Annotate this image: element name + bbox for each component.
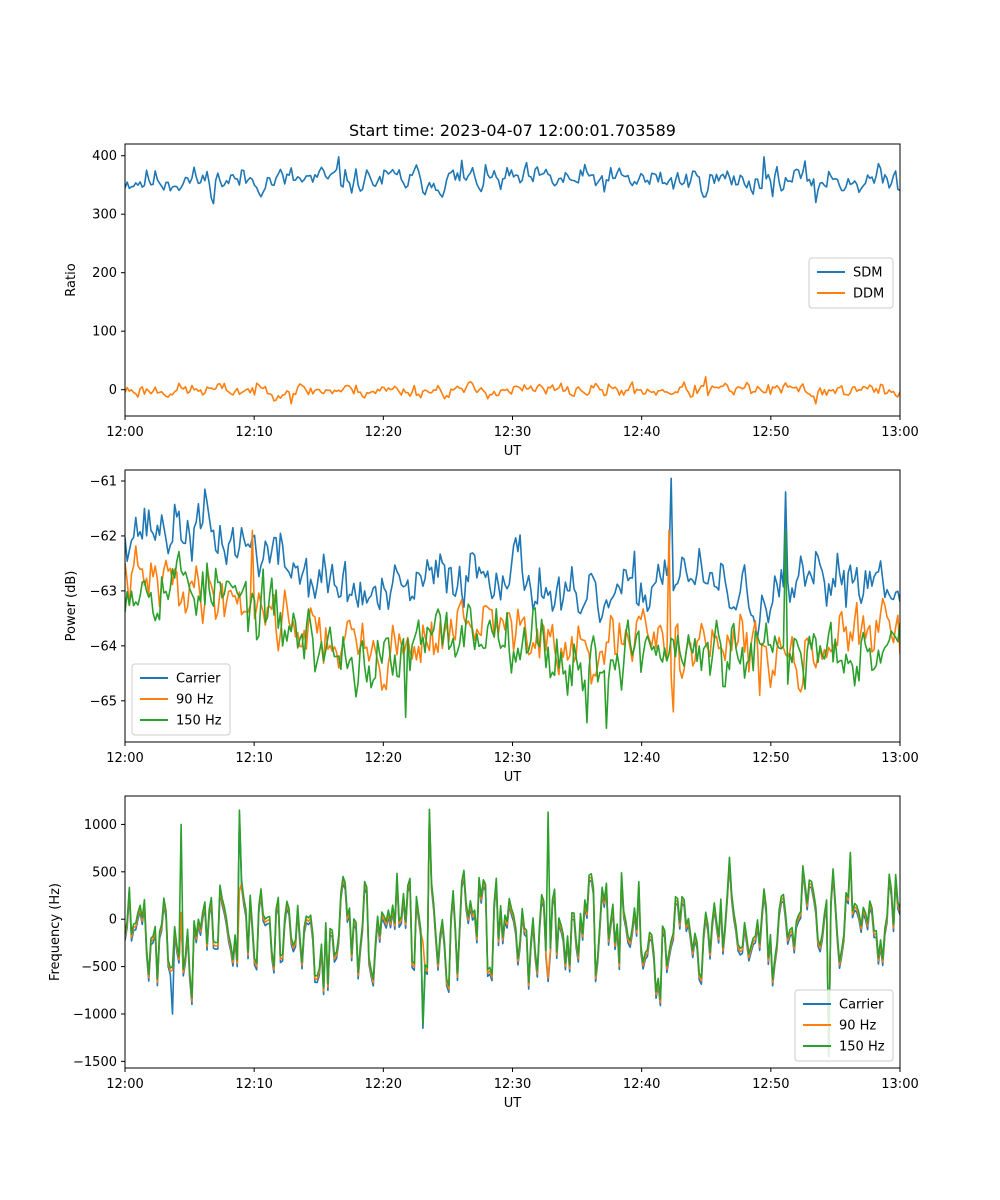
chart-panel-2: 12:00 12:10 12:20 12:30 12:40 12:50 13:00 −65 −6… [64,469,919,785]
legend-entry: SDM [853,266,882,281]
x-tick-label: 12:50 [752,425,789,440]
y-axis-label: Frequency (Hz) [48,883,63,981]
y-tick-label: 1000 [84,818,117,833]
legend: Carrier 90 Hz 150 Hz [794,989,894,1062]
x-tick-label: 12:10 [235,751,272,766]
x-tick-label: 12:30 [494,751,531,766]
y-tick-label: 300 [92,208,117,223]
legend-entry: 90 Hz [839,1019,876,1034]
x-tick-label: 12:40 [623,1077,660,1092]
x-tick-label: 12:50 [752,751,789,766]
x-tick-label: 12:40 [623,751,660,766]
plot-area [125,477,900,730]
x-tick-label: 13:00 [881,1077,918,1092]
y-tick-label: −64 [90,639,117,654]
y-tick-label: −63 [90,584,117,599]
panels: 12:00 12:10 12:20 12:30 12:40 12:50 13:00 0 100 2… [48,121,919,1111]
y-tick-label: 0 [109,913,117,928]
y-axis-label: Power (dB) [64,571,79,642]
plot-area [125,156,900,405]
legend-entry: Carrier [176,672,221,687]
series-line-carrier [125,477,900,639]
legend-box [131,663,231,736]
legend-entry: Carrier [839,998,884,1013]
x-tick-label: 12:20 [365,751,402,766]
legend: Carrier 90 Hz 150 Hz [131,663,231,736]
x-axis-label: UT [504,770,522,785]
x-tick-label: 12:00 [106,1077,143,1092]
legend-entry: 150 Hz [839,1040,885,1055]
series-line-150-hz [125,808,900,1055]
y-tick-label: 0 [109,383,117,398]
x-tick-label: 12:20 [365,425,402,440]
x-tick-label: 12:40 [623,425,660,440]
series-line-sdm [125,156,900,205]
x-tick-label: 12:00 [106,425,143,440]
series-line-150-hz [125,529,900,730]
y-tick-label: −62 [90,529,117,544]
legend-entry: 150 Hz [176,714,222,729]
chart-panel-3: 12:00 12:10 12:20 12:30 12:40 12:50 13:00 −1500… [48,795,919,1111]
plot-area [125,808,900,1058]
legend-entry: DDM [853,287,884,302]
y-tick-label: 400 [92,149,117,164]
x-tick-label: 12:10 [235,1077,272,1092]
x-tick-label: 12:50 [752,1077,789,1092]
x-axis-label: UT [504,444,522,459]
series-line-ddm [125,376,900,405]
x-tick-label: 12:30 [494,1077,531,1092]
y-tick-label: 200 [92,266,117,281]
y-tick-label: −65 [90,694,117,709]
y-axis-label: Ratio [64,263,79,296]
y-tick-label: −1500 [73,1055,117,1070]
x-tick-label: 13:00 [881,425,918,440]
x-tick-label: 13:00 [881,751,918,766]
legend-entry: 90 Hz [176,693,213,708]
chart-title: Start time: 2023-04-07 12:00:01.703589 [349,121,676,140]
y-tick-label: −500 [81,960,117,975]
x-tick-label: 12:30 [494,425,531,440]
legend: SDM DDM [808,257,894,309]
x-tick-label: 12:20 [365,1077,402,1092]
y-tick-label: −1000 [73,1007,117,1022]
legend-box [794,989,894,1062]
x-axis-label: UT [504,1096,522,1111]
y-tick-label: −61 [90,474,117,489]
x-tick-label: 12:10 [235,425,272,440]
chart-panel-1: 12:00 12:10 12:20 12:30 12:40 12:50 13:00 0 100 2… [64,121,919,459]
x-tick-label: 12:00 [106,751,143,766]
y-tick-label: 100 [92,325,117,340]
legend-box [808,257,894,309]
y-tick-label: 500 [92,865,117,880]
